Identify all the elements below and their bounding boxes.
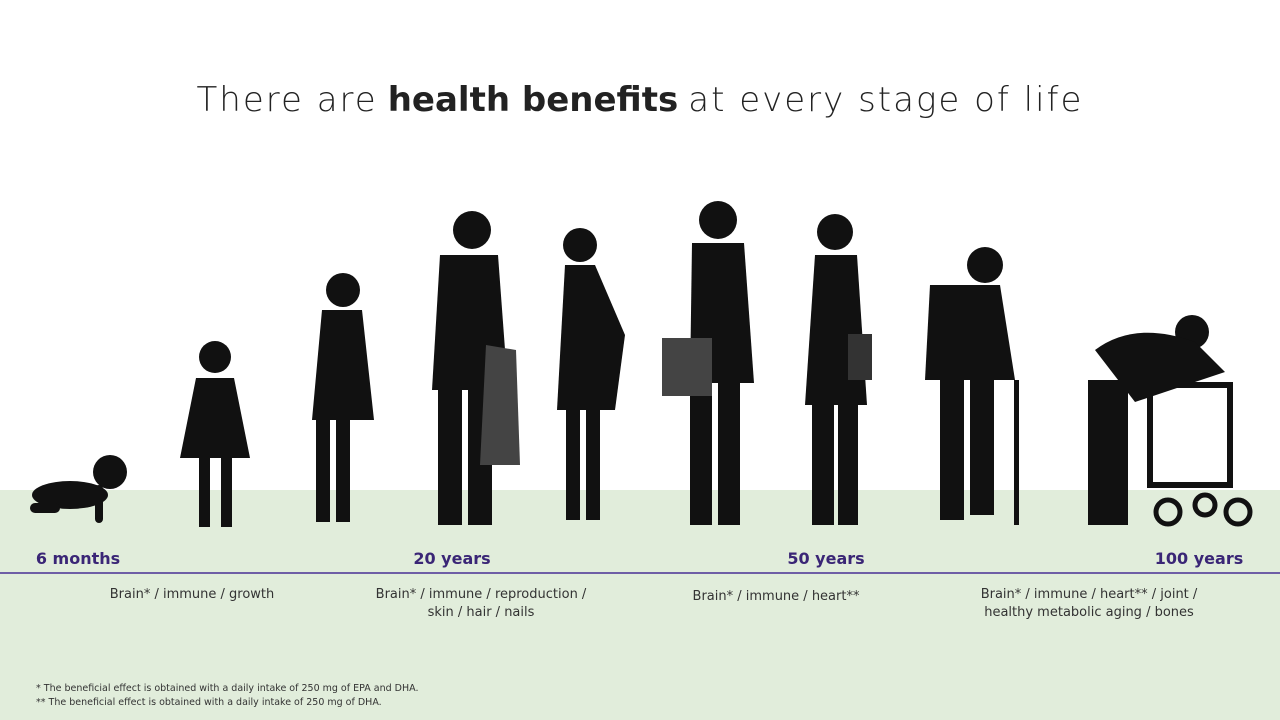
baby: [30, 455, 127, 523]
stage-label: 6 months: [35, 549, 121, 568]
footnote: ** The beneficial effect is obtained wit…: [36, 697, 382, 708]
title-bold: health benefits: [387, 80, 679, 120]
title: There are health benefits at every stage o…: [0, 80, 1280, 120]
benefit-text: Brain* / immune / heart** / joint /: [980, 587, 1198, 602]
benefit-text: skin / hair / nails: [427, 605, 535, 620]
benefit-text: Brain* / immune / heart**: [692, 589, 860, 604]
stage-label: 50 years: [787, 549, 865, 568]
elderly-man: [925, 247, 1019, 525]
man: [432, 211, 520, 525]
boy: [312, 273, 374, 522]
woman: [805, 214, 872, 525]
girl: [180, 341, 250, 527]
benefit-text: Brain* / immune / growth: [109, 587, 275, 602]
title-after: at every stage of life: [688, 80, 1084, 120]
footnote: * The beneficial effect is obtained with…: [36, 683, 419, 694]
benefit-text: Brain* / immune / reproduction /: [375, 587, 587, 602]
stage-label: 20 years: [413, 549, 491, 568]
pregnant-woman: [557, 228, 625, 520]
ground: [0, 490, 1280, 720]
businessman: [662, 201, 754, 525]
elderly-with-walker: [1088, 315, 1253, 527]
title-before: There are: [196, 80, 378, 120]
benefit-text: healthy metabolic aging / bones: [984, 605, 1194, 620]
stage-label: 100 years: [1154, 549, 1244, 568]
